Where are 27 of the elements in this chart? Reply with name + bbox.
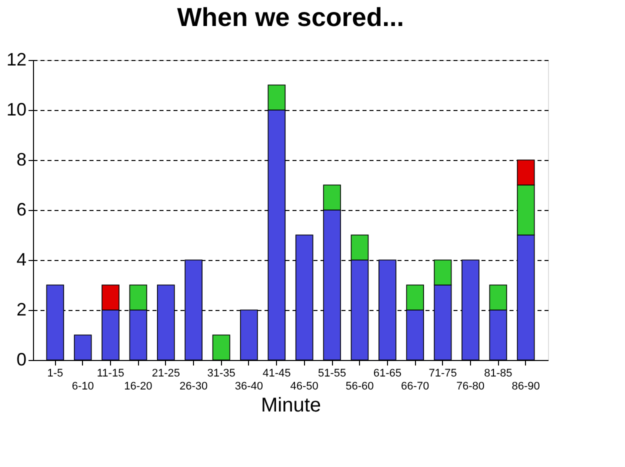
x-tick-label: 41-45 [262, 368, 291, 380]
x-tick-label: 31-35 [207, 368, 236, 380]
x-axis-title: Minute [260, 394, 322, 416]
x-tick-label: 56-60 [346, 380, 374, 392]
x-tick-label: 21-25 [152, 368, 180, 380]
x-tick-label: 36-40 [234, 380, 264, 392]
x-tick-label: 86-90 [512, 380, 540, 392]
y-tick-label: 12 [6, 50, 26, 70]
y-tick-label: 0 [16, 350, 26, 370]
x-tick-label: 6-10 [72, 380, 94, 392]
y-tick-label: 4 [16, 250, 26, 270]
y-tick-label: 2 [16, 300, 26, 320]
x-tick-label: 16-20 [124, 380, 152, 392]
x-tick-label: 71-75 [428, 368, 457, 380]
y-tick-label: 6 [16, 200, 26, 220]
x-tick-label: 51-55 [318, 368, 346, 380]
x-tick-label: 1-5 [47, 368, 64, 380]
x-tick-label: 66-70 [401, 380, 430, 392]
x-tick-label: 46-50 [290, 380, 318, 392]
y-tick-label: 10 [6, 100, 26, 120]
x-tick-label: 76-80 [456, 380, 485, 392]
x-tick-label: 11-15 [96, 368, 124, 380]
chart-title: When we scored... [177, 2, 404, 32]
x-tick-label: 61-65 [373, 368, 402, 380]
x-tick-label: 81-85 [484, 368, 512, 380]
x-tick-label: 26-30 [180, 380, 208, 392]
y-tick-label: 8 [16, 150, 26, 170]
